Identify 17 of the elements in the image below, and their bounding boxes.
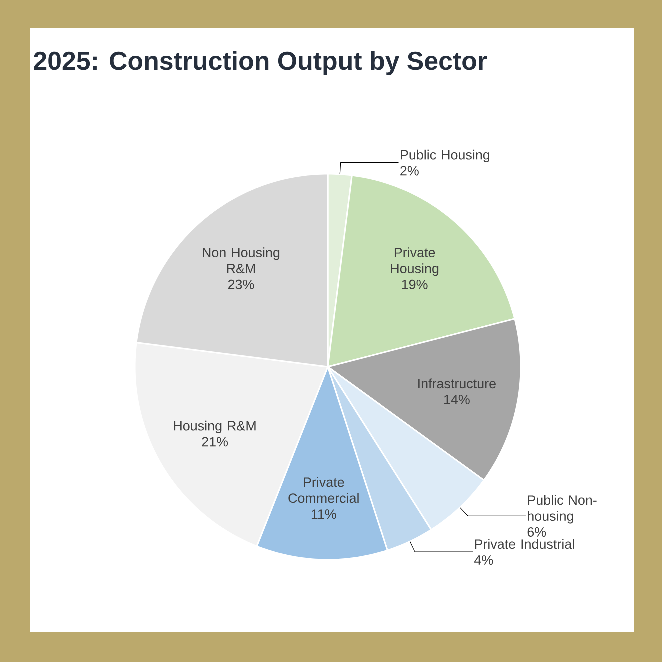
slice-label: Private Housing [391,248,439,276]
data-label: 2% [400,166,419,176]
data-label: 19% [402,280,428,290]
slice-label: Infrastructure [418,378,496,389]
slice-label: Public Non-housing [528,495,597,524]
data-label: 23% [228,280,254,290]
data-label: 21% [202,437,228,447]
slice-label: Private Industrial [475,539,574,550]
slice-label: Housing R&M [174,420,256,434]
data-label: 4% [474,556,494,565]
chart-title: 2025: Construction Output by Sector [34,51,488,76]
data-label: 11% [312,510,336,520]
data-label: 6% [528,527,546,537]
slice-label: Private Commercial [288,477,359,504]
slice-label: Non Housing R&M [203,248,280,274]
slice-label: Public Housing [401,150,490,162]
data-label: 14% [444,395,470,404]
